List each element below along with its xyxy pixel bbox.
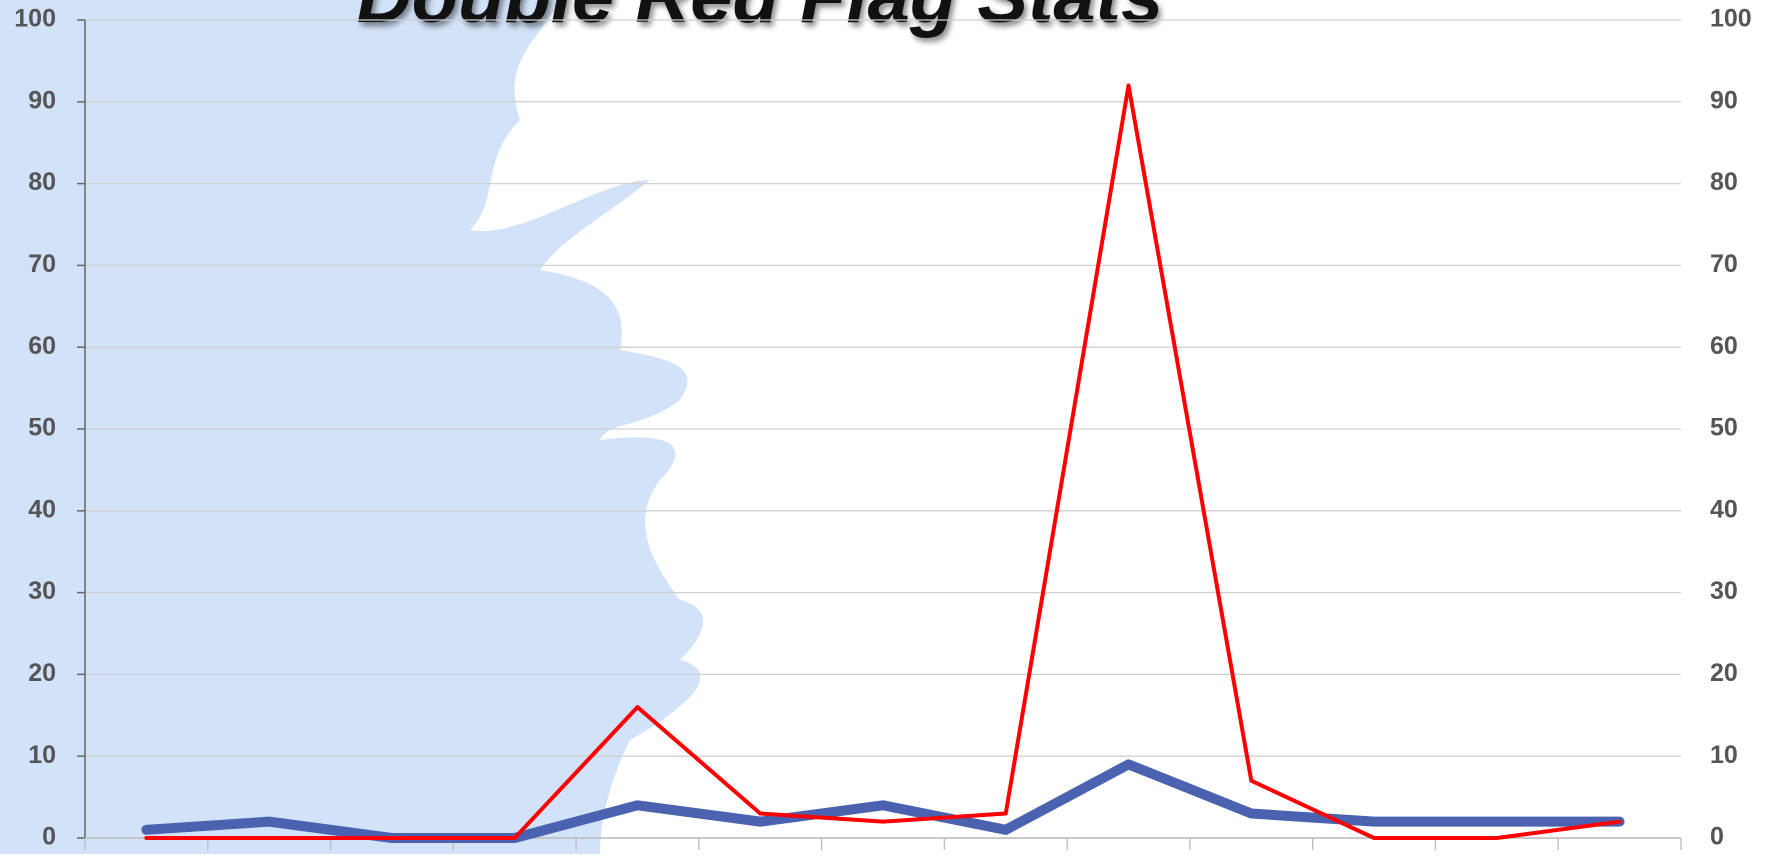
y-tick-label: 70 bbox=[28, 250, 56, 278]
y2-tick-label: 90 bbox=[1710, 86, 1738, 114]
y2-tick-label: 30 bbox=[1710, 577, 1738, 605]
y2-tick-label: 50 bbox=[1710, 414, 1738, 442]
y-tick-label: 30 bbox=[28, 577, 56, 605]
y-tick-label: 60 bbox=[28, 332, 56, 360]
background-wash bbox=[0, 0, 704, 854]
y2-tick-label: 100 bbox=[1710, 5, 1752, 33]
y2-tick-label: 0 bbox=[1710, 823, 1724, 851]
y2-tick-label: 20 bbox=[1710, 659, 1738, 687]
series-line bbox=[144, 83, 1622, 840]
y2-tick-label: 70 bbox=[1710, 250, 1738, 278]
y2-tick-label: 10 bbox=[1710, 741, 1738, 769]
y-tick-label: 10 bbox=[28, 741, 56, 769]
y2-tick-label: 40 bbox=[1710, 495, 1738, 523]
y-tick-label: 40 bbox=[28, 495, 56, 523]
y-tick-label: 100 bbox=[14, 5, 56, 33]
y-tick-label: 90 bbox=[28, 86, 56, 114]
y-tick-label: 50 bbox=[28, 414, 56, 442]
y-tick-label: 80 bbox=[28, 168, 56, 196]
y-tick-label: 20 bbox=[28, 659, 56, 687]
y2-tick-label: 80 bbox=[1710, 168, 1738, 196]
y2-tick-label: 60 bbox=[1710, 332, 1738, 360]
y-tick-label: 0 bbox=[42, 823, 56, 851]
